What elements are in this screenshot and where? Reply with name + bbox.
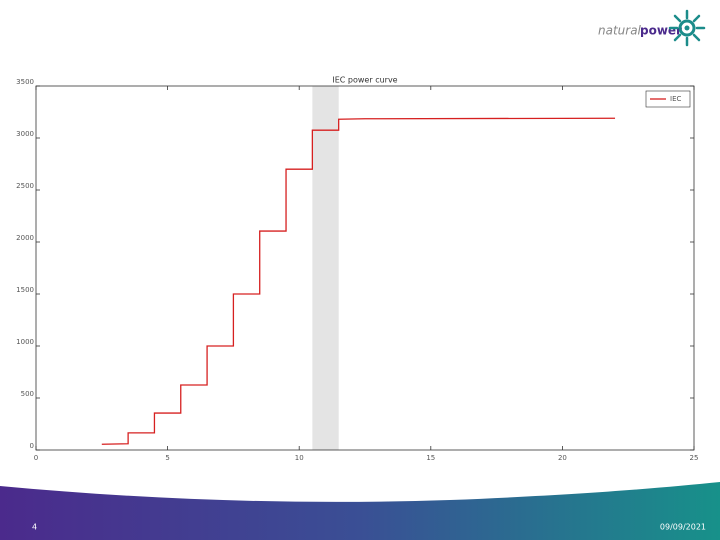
x-tick-label: 0 (34, 454, 38, 462)
legend-label: IEC (670, 95, 681, 103)
legend-box (645, 90, 691, 108)
highlight-band (312, 86, 339, 450)
data-line (101, 117, 616, 445)
y-tick-label: 2500 (16, 182, 34, 190)
chart-title: IEC power curve (332, 76, 397, 85)
x-tick-label: 20 (558, 454, 567, 462)
x-tick-label: 5 (165, 454, 169, 462)
y-tick-label: 3000 (16, 130, 34, 138)
footer-wave (0, 482, 720, 540)
y-tick-label: 2000 (16, 234, 34, 242)
plot-frame (35, 85, 695, 451)
chart: IEC power curve 0 500 1000 1500 2000 2500 3000… (16, 76, 698, 463)
logo-text: power (640, 24, 682, 38)
logo-icon (668, 9, 706, 47)
y-tick-label: 500 (21, 390, 34, 398)
date: 09/09/2021 (660, 523, 706, 532)
x-tick-label: 15 (426, 454, 435, 462)
y-tick-label: 3500 (16, 78, 34, 86)
x-tick-label: 25 (690, 454, 699, 462)
x-tick-label: 10 (295, 454, 304, 462)
logo-text: natural (598, 24, 642, 38)
y-tick-label: 0 (30, 442, 34, 450)
y-tick-label: 1000 (16, 338, 34, 346)
page-number: 4 (32, 523, 37, 532)
y-tick-label: 1500 (16, 286, 34, 294)
